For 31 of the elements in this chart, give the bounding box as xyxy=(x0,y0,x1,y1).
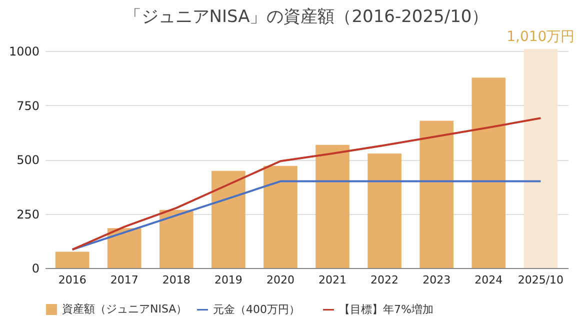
chart-title: 「ジュニアNISA」の資産額（2016-2025/10） xyxy=(124,7,489,27)
x-tick-label: 2020 xyxy=(266,274,294,286)
x-tick-label: 2023 xyxy=(422,274,451,286)
bar xyxy=(107,228,142,268)
x-tick-label: 2025/10 xyxy=(518,274,564,286)
x-tick-label: 2018 xyxy=(162,274,190,286)
bar xyxy=(264,166,298,268)
bar xyxy=(212,170,246,268)
y-tick-label: 0 xyxy=(32,262,40,276)
data-label: 1,010万円 xyxy=(506,29,575,45)
legend-label: 資産額（ジュニアNISA） xyxy=(62,302,188,316)
bar xyxy=(55,252,90,268)
bar xyxy=(159,210,194,268)
y-tick-label: 500 xyxy=(16,153,40,168)
x-tick-label: 2017 xyxy=(110,274,138,286)
legend-label: 【目標】年7%増加 xyxy=(339,302,434,316)
y-tick-label: 250 xyxy=(16,207,40,222)
x-tick-label: 2021 xyxy=(318,274,347,286)
y-tick-label: 750 xyxy=(16,98,40,113)
line-series xyxy=(71,117,542,251)
x-tick-label: 2016 xyxy=(58,274,86,286)
y-tick-label: 1000 xyxy=(8,44,40,59)
legend-label: 元金（400万円） xyxy=(213,302,300,316)
bar xyxy=(524,49,558,268)
bar xyxy=(368,154,402,268)
x-tick-label: 2019 xyxy=(214,274,242,286)
bar xyxy=(316,144,350,268)
x-tick-label: 2022 xyxy=(370,274,399,286)
bar xyxy=(472,78,506,268)
bar xyxy=(420,120,454,268)
x-tick-label: 2024 xyxy=(474,274,503,286)
